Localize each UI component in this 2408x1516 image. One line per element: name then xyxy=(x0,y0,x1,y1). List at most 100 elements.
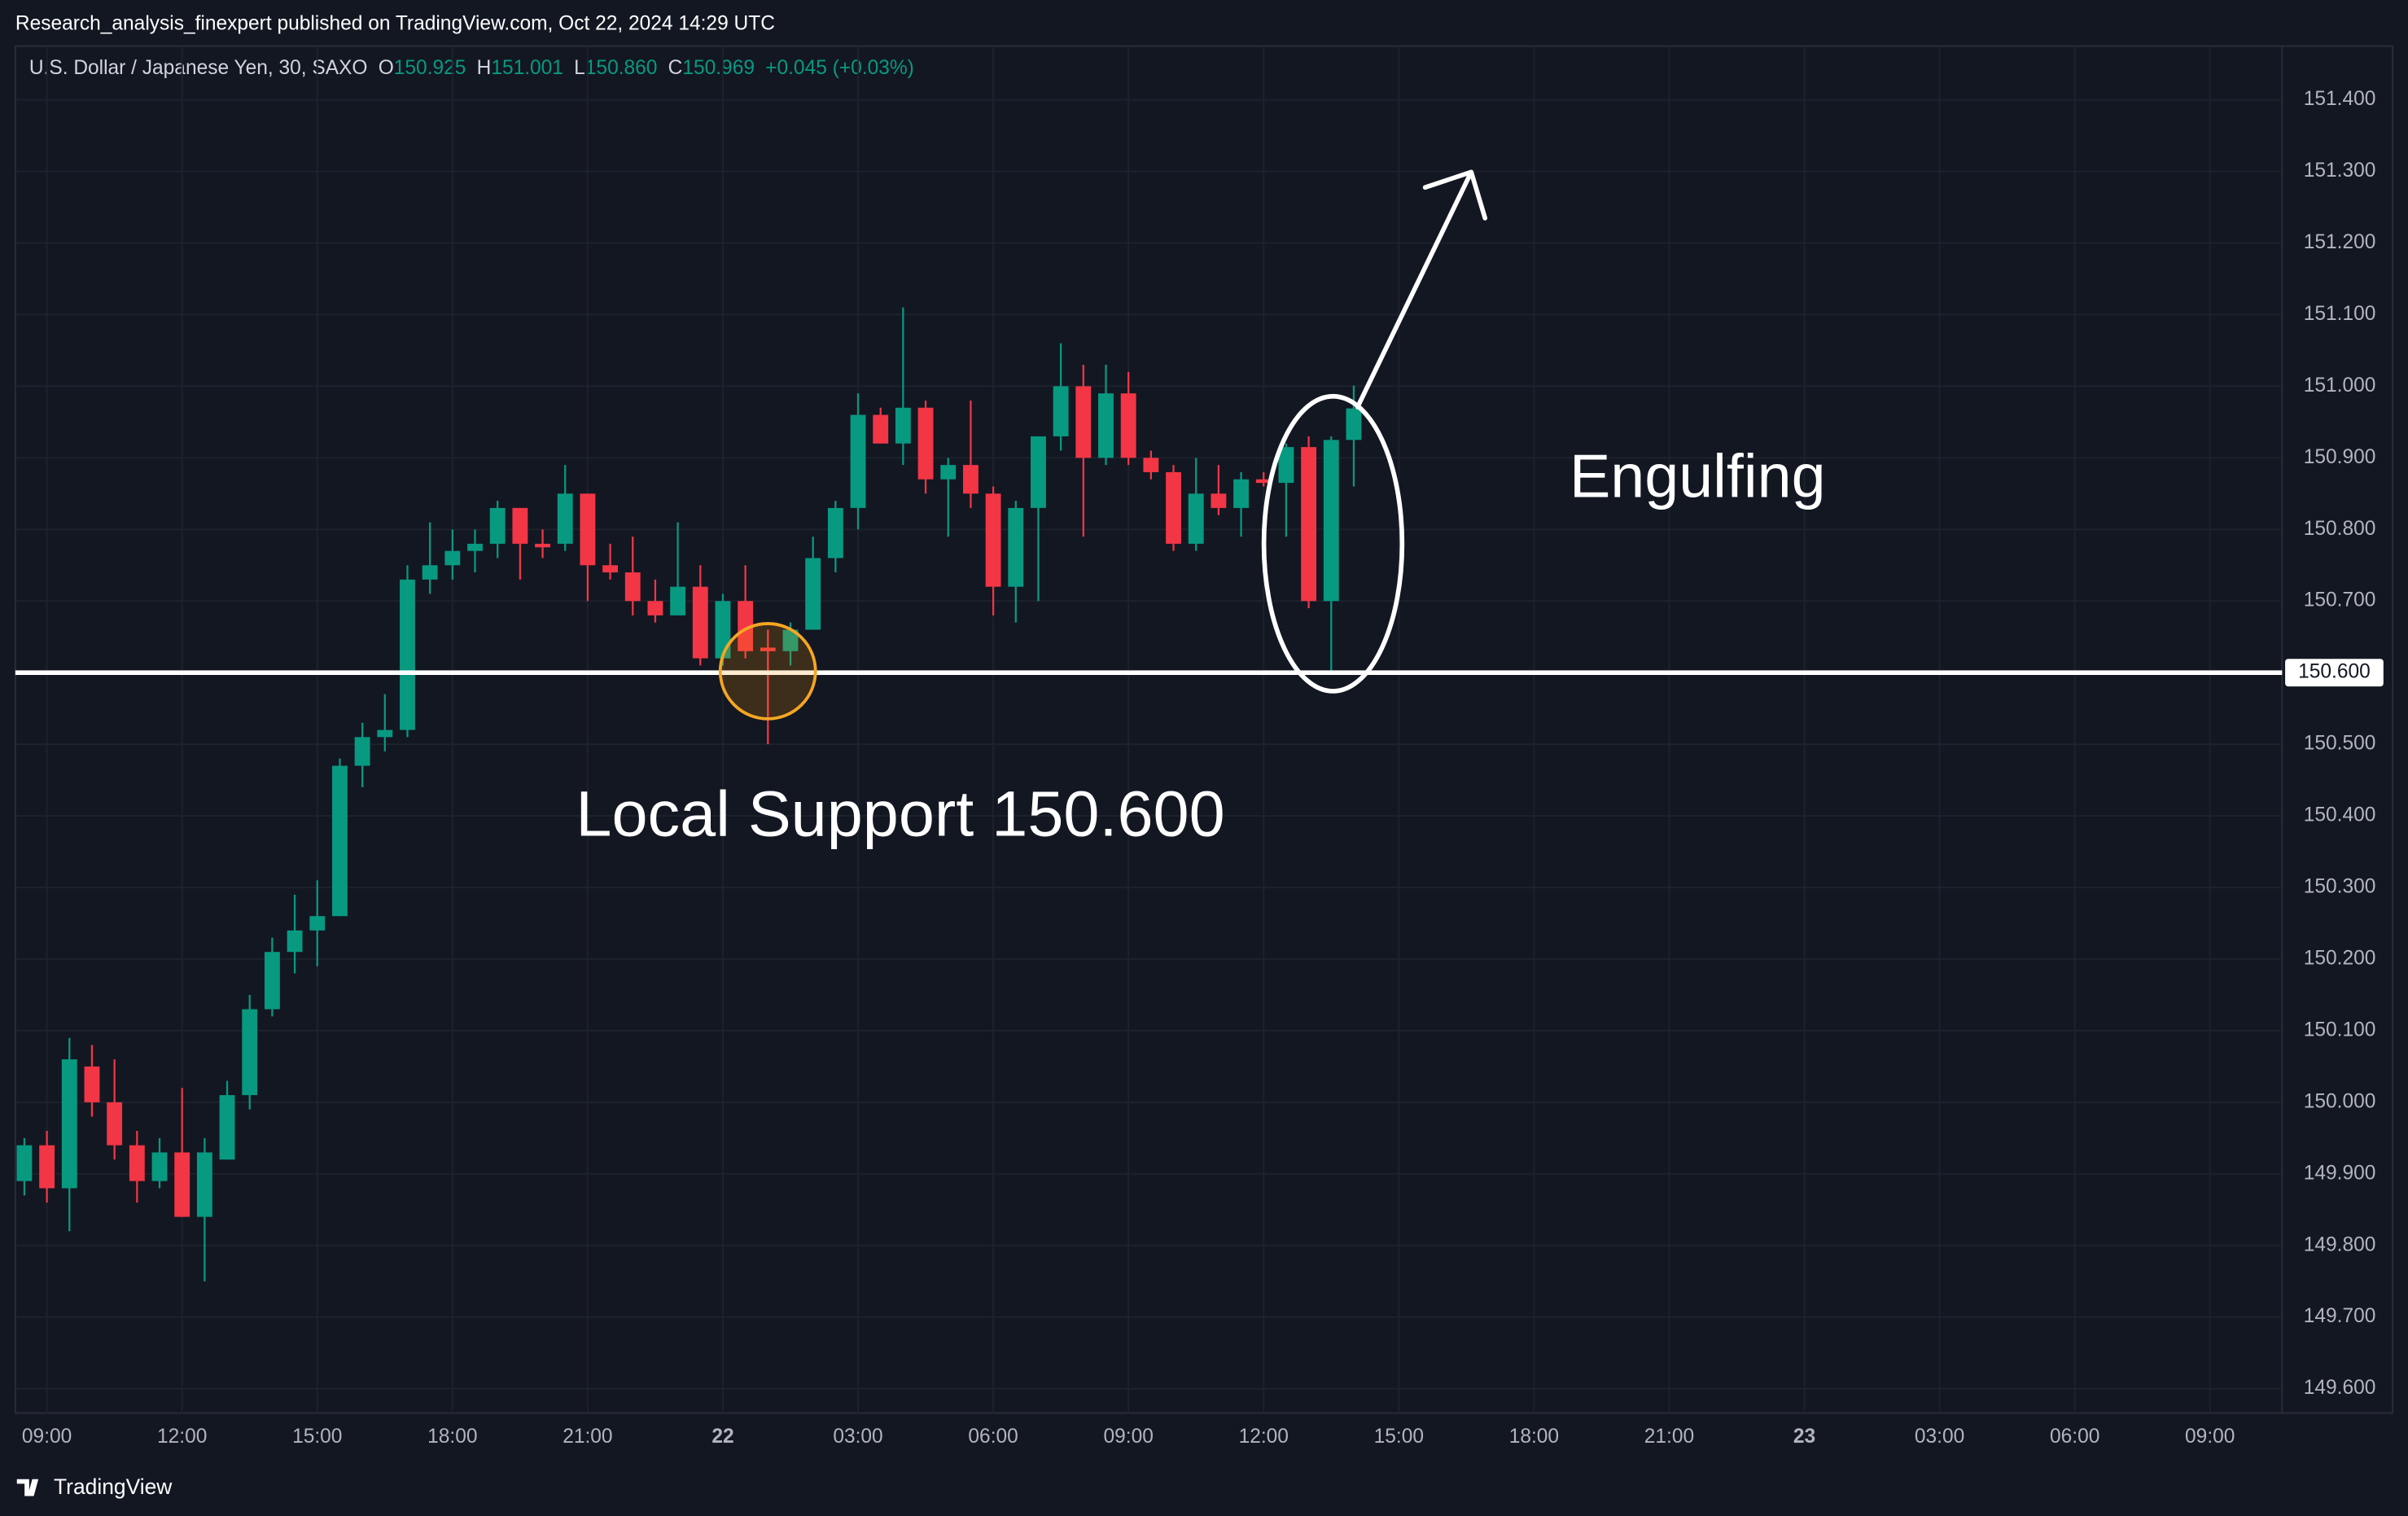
up-arrow xyxy=(1355,169,1488,410)
quote-key: L xyxy=(574,57,585,79)
candle-body xyxy=(1346,408,1362,440)
y-tick-label: 151.200 xyxy=(2304,231,2376,253)
quote-value: 151.001 xyxy=(491,57,563,79)
x-tick-label: 12:00 xyxy=(157,1426,207,1448)
y-tick-label: 150.100 xyxy=(2304,1019,2376,1041)
candle-body xyxy=(107,1102,123,1146)
candle-body xyxy=(692,586,708,659)
x-tick-label: 21:00 xyxy=(1644,1426,1694,1448)
x-tick-label: 09:00 xyxy=(22,1426,72,1448)
candle-body xyxy=(1233,479,1250,508)
candle-body xyxy=(196,1152,212,1217)
y-tick-label: 150.700 xyxy=(2304,589,2376,611)
x-tick-label: 18:00 xyxy=(1509,1426,1559,1448)
tradingview-logo: TradingView xyxy=(16,1474,173,1499)
pane-border xyxy=(14,45,2394,1414)
x-tick-label: 09:00 xyxy=(2185,1426,2235,1448)
candle-body xyxy=(1166,471,1181,544)
y-tick-label: 150.500 xyxy=(2304,733,2376,755)
candle-body xyxy=(624,572,641,602)
quote-value: 150.860 xyxy=(585,57,658,79)
x-tick-label: 18:00 xyxy=(427,1426,477,1448)
logo-mark xyxy=(16,1479,39,1496)
y-tick-label: 151.400 xyxy=(2304,88,2376,110)
candle-body xyxy=(287,930,303,953)
y-tick-label: 150.000 xyxy=(2304,1090,2376,1112)
y-tick-label: 149.600 xyxy=(2304,1377,2376,1399)
footer-brand: TradingView xyxy=(54,1474,173,1499)
candle-body xyxy=(129,1145,145,1181)
x-tick-label: 21:00 xyxy=(563,1426,612,1448)
y-tick-label: 151.300 xyxy=(2304,160,2376,182)
candle-body xyxy=(61,1059,77,1189)
candles xyxy=(16,307,1362,1282)
candle-body xyxy=(827,507,843,559)
support-price-box xyxy=(2285,659,2384,687)
x-tick-label: 06:00 xyxy=(2050,1426,2099,1448)
candle-body xyxy=(760,647,776,651)
candle-body xyxy=(512,507,528,544)
candle-body xyxy=(738,601,754,651)
candle-body xyxy=(1075,386,1092,458)
candle-body xyxy=(782,629,799,651)
candle-body xyxy=(940,465,957,480)
candle-body xyxy=(1323,440,1339,602)
candle-body xyxy=(985,493,1001,587)
candle-body xyxy=(1211,493,1227,508)
x-tick-label: 03:00 xyxy=(1915,1426,1964,1448)
support-price-label: 150.600 xyxy=(2298,661,2371,683)
y-tick-label: 149.900 xyxy=(2304,1162,2376,1184)
candle-body xyxy=(16,1145,33,1181)
candle-body xyxy=(1255,479,1272,484)
candle-body xyxy=(400,579,415,730)
candle-body xyxy=(805,558,821,630)
candle-body xyxy=(647,601,663,616)
candle-body xyxy=(895,407,911,444)
candle-body xyxy=(84,1066,100,1102)
candle-body xyxy=(962,465,979,494)
candle-body xyxy=(332,765,348,917)
y-tick-label: 150.800 xyxy=(2304,518,2376,540)
quote-value: 150.969 xyxy=(682,57,755,79)
candle-body xyxy=(557,493,573,544)
candle-body xyxy=(602,565,619,573)
x-tick-label: 23 xyxy=(1793,1426,1815,1448)
candle-body xyxy=(580,493,596,566)
y-tick-label: 149.700 xyxy=(2304,1305,2376,1327)
support-touch-circle xyxy=(718,622,817,721)
x-tick-label: 15:00 xyxy=(292,1426,342,1448)
y-tick-label: 151.100 xyxy=(2304,303,2376,325)
quote-key: H xyxy=(477,57,492,79)
quote-key: O xyxy=(379,57,394,79)
candle-body xyxy=(219,1095,235,1160)
candle-body xyxy=(422,565,438,580)
symbol: U.S. Dollar / Japanese Yen, 30, SAXO xyxy=(29,57,368,79)
x-tick-label: 06:00 xyxy=(968,1426,1018,1448)
candle-body xyxy=(1301,447,1317,602)
candle-body xyxy=(39,1145,55,1189)
grid xyxy=(15,46,2283,1413)
quote-change: +0.045 (+0.03%) xyxy=(765,57,914,79)
support-annotation: Local Support 150.600 xyxy=(576,777,1224,849)
candle-body xyxy=(917,407,934,480)
candle-body xyxy=(467,543,483,551)
candle-body xyxy=(1278,447,1294,484)
candle-body xyxy=(1031,436,1046,508)
x-tick-label: 15:00 xyxy=(1374,1426,1424,1448)
quote-key: C xyxy=(668,57,683,79)
candle-body xyxy=(715,601,731,659)
engulfing-ellipse xyxy=(1261,393,1405,694)
candle-body xyxy=(670,586,686,616)
candle-body xyxy=(1143,458,1159,472)
candle-body xyxy=(873,414,889,444)
candle-body xyxy=(1120,393,1136,458)
quote-value: 150.925 xyxy=(394,57,466,79)
candle-body xyxy=(850,414,866,508)
candle-body xyxy=(174,1152,190,1217)
x-tick-label: 03:00 xyxy=(833,1426,882,1448)
candle-body xyxy=(242,1009,258,1096)
publisher-header: Research_analysis_finexpert published on… xyxy=(15,13,775,35)
candle-body xyxy=(489,507,506,544)
